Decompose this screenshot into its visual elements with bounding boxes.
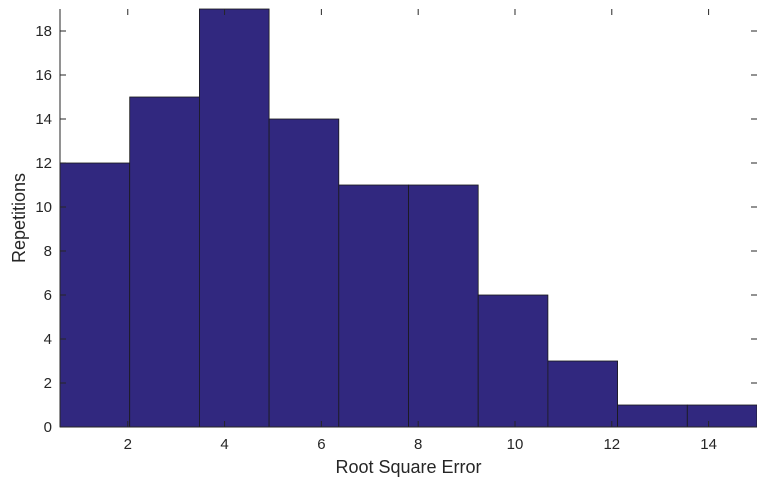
y-tick-label: 16 [35,67,52,84]
x-tick-label: 10 [507,436,524,453]
axes-group [59,9,757,428]
y-tick-label: 2 [44,375,52,392]
histogram-bar [129,96,200,428]
y-tick-label: 8 [44,243,52,260]
x-tick-label: 12 [603,436,620,453]
histogram-bar [268,118,340,428]
y-tick-label: 12 [35,155,52,172]
y-tick-label: 18 [35,23,52,40]
histogram-bar [408,184,479,428]
y-tick-label: 14 [35,111,52,128]
x-tick-label: 4 [220,436,228,453]
histogram-bar [686,404,757,428]
histogram-bar [617,404,688,428]
histogram-bar [198,8,270,428]
y-tick-label: 10 [35,199,52,216]
bars-group [59,8,757,428]
y-tick-label: 6 [44,287,52,304]
y-tick-label: 4 [44,331,52,348]
y-axis-label: Repetitions [9,173,29,263]
histogram-bar [547,360,619,428]
y-tick-label: 0 [44,419,52,436]
x-tick-label: 8 [414,436,422,453]
x-tick-label: 6 [317,436,325,453]
x-tick-label: 14 [700,436,717,453]
x-ticks-group: 2 4 6 8 10 12 14 [124,9,717,453]
x-tick-label: 2 [124,436,132,453]
x-axis-label: Root Square Error [335,457,481,477]
y-ticks-group: 0 2 4 6 8 10 12 14 16 18 [35,23,757,436]
histogram-bar [477,294,549,428]
histogram-bar [338,184,409,428]
histogram-bar [59,162,131,428]
